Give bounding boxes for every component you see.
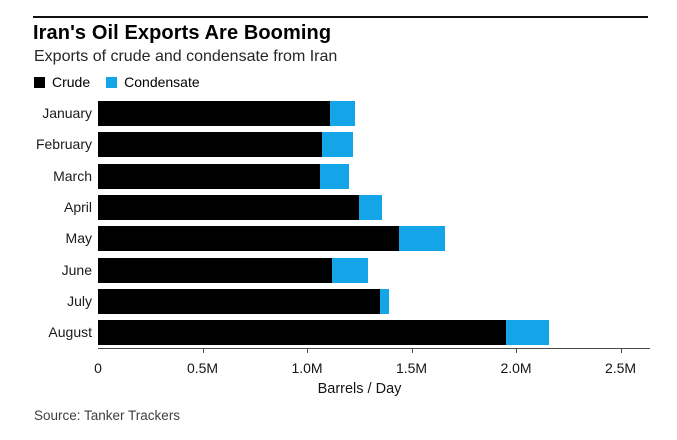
- y-axis-label: April: [63, 198, 92, 215]
- chart-subtitle: Exports of crude and condensate from Ira…: [34, 48, 338, 65]
- bar-segment-crude: [98, 101, 330, 126]
- x-axis-tick: [411, 347, 413, 353]
- chart-title: Iran's Oil Exports Are Booming: [33, 22, 332, 44]
- bar-segment-crude: [98, 226, 399, 252]
- legend: Crude Condensate: [34, 74, 216, 90]
- bar-segment-condensate: [330, 101, 356, 126]
- source-credit: Source: Tanker Trackers: [34, 408, 181, 423]
- bar-row: [98, 101, 356, 126]
- y-axis-label: August: [48, 324, 92, 341]
- bar-row: [98, 132, 353, 158]
- bar-segment-crude: [98, 194, 360, 220]
- y-axis-label: July: [67, 292, 92, 309]
- condensate-swatch-icon: [106, 76, 118, 88]
- x-axis-tick: [516, 347, 517, 353]
- bar-row: [98, 320, 550, 346]
- bar-segment-condensate: [332, 257, 368, 283]
- bar-row: [98, 194, 383, 220]
- x-axis-tick: [620, 347, 622, 353]
- x-axis-tick-label: 0.5M: [186, 360, 219, 376]
- x-axis-tick-label: 0: [94, 360, 102, 376]
- x-axis-tick-label: 2.0M: [500, 360, 532, 376]
- legend-item-crude: Crude: [34, 74, 90, 90]
- bar-row: [98, 288, 389, 314]
- bar-row: [98, 163, 349, 189]
- bar-segment-crude: [98, 163, 320, 189]
- x-axis-tick-label: 1.5M: [395, 360, 428, 376]
- bar-segment-crude: [98, 288, 381, 314]
- bar-row: [98, 257, 368, 283]
- x-axis-tick-label: 1.0M: [291, 360, 323, 376]
- bar-segment-condensate: [505, 320, 550, 346]
- bar-segment-condensate: [359, 194, 383, 220]
- y-axis-label: January: [42, 105, 92, 121]
- x-axis-tick: [307, 347, 308, 353]
- x-axis-tick: [202, 347, 204, 353]
- x-axis-tick-label: 2.5M: [604, 360, 637, 376]
- bar-segment-condensate: [380, 288, 389, 314]
- y-axis-label: February: [35, 136, 92, 153]
- crude-swatch-icon: [34, 76, 45, 88]
- bar-row: [98, 226, 445, 252]
- bar-segment-crude: [98, 132, 322, 158]
- bar-segment-condensate: [321, 132, 353, 158]
- legend-item-condensate: Condensate: [106, 74, 200, 90]
- bar-segment-condensate: [399, 226, 445, 252]
- y-axis-label: June: [61, 261, 92, 278]
- top-rule: [33, 16, 648, 18]
- bar-segment-crude: [98, 320, 506, 346]
- legend-label-condensate: Condensate: [124, 74, 200, 90]
- bar-segment-condensate: [319, 163, 349, 189]
- x-axis-line: [98, 347, 650, 349]
- legend-label-crude: Crude: [52, 74, 91, 90]
- bar-segment-crude: [98, 257, 333, 283]
- x-axis-title: Barrels / Day: [317, 381, 402, 397]
- y-axis-label: May: [65, 230, 92, 247]
- y-axis-label: March: [53, 167, 92, 184]
